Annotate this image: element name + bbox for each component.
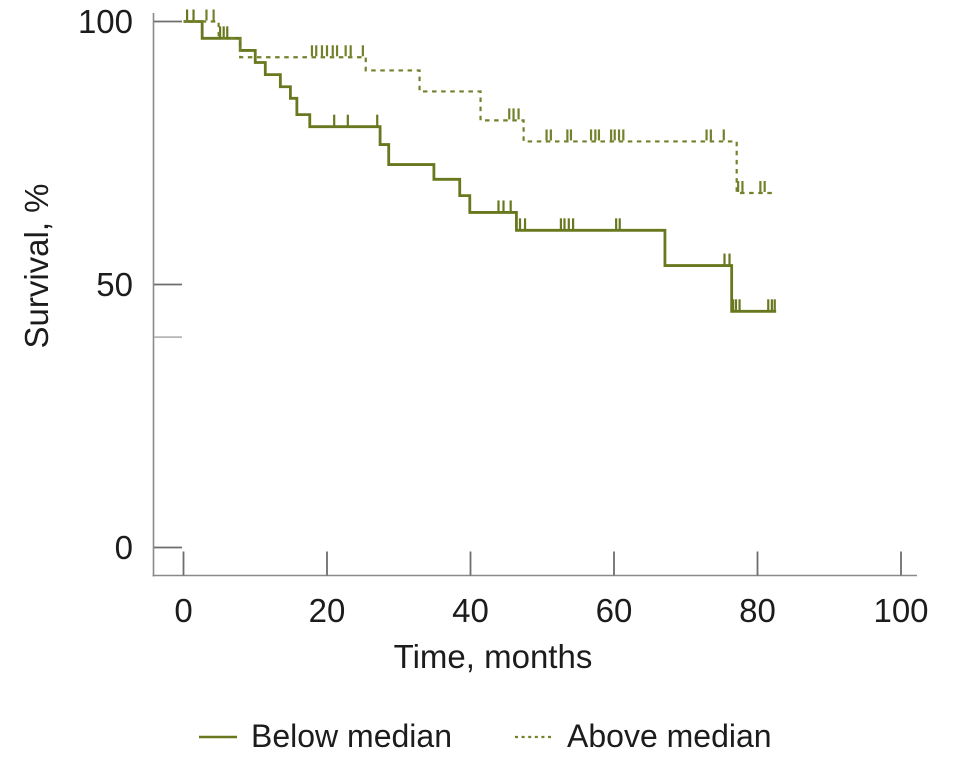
legend-item-above-median: Above median bbox=[514, 720, 772, 754]
x-tick-label: 20 bbox=[309, 592, 346, 629]
y-axis-title: Survival, % bbox=[18, 183, 55, 348]
y-tick-label: 50 bbox=[96, 266, 133, 303]
legend-label-above-median: Above median bbox=[567, 718, 772, 754]
x-axis-title: Time, months bbox=[394, 638, 593, 675]
legend-label-below-median: Below median bbox=[251, 718, 452, 754]
x-tick-label: 60 bbox=[596, 592, 633, 629]
dashed-line-swatch-icon bbox=[515, 735, 553, 739]
x-tick-label: 100 bbox=[873, 592, 928, 629]
survival-curve-below-median bbox=[183, 20, 777, 313]
y-tick-label: 0 bbox=[115, 529, 133, 566]
legend-item-below-median: Below median bbox=[198, 720, 452, 754]
x-tick-label: 80 bbox=[739, 592, 776, 629]
x-tick-label: 0 bbox=[174, 592, 192, 629]
survival-curve-above-median bbox=[183, 20, 775, 195]
chart-legend: Below median Above median bbox=[0, 712, 962, 762]
x-tick-label: 40 bbox=[452, 592, 489, 629]
survival-chart-plot: 0 50 100 0 20 40 60 80 100 Time, months Survival, … bbox=[18, 3, 929, 675]
solid-line-swatch-icon bbox=[199, 735, 237, 739]
y-tick-label: 100 bbox=[78, 3, 133, 40]
